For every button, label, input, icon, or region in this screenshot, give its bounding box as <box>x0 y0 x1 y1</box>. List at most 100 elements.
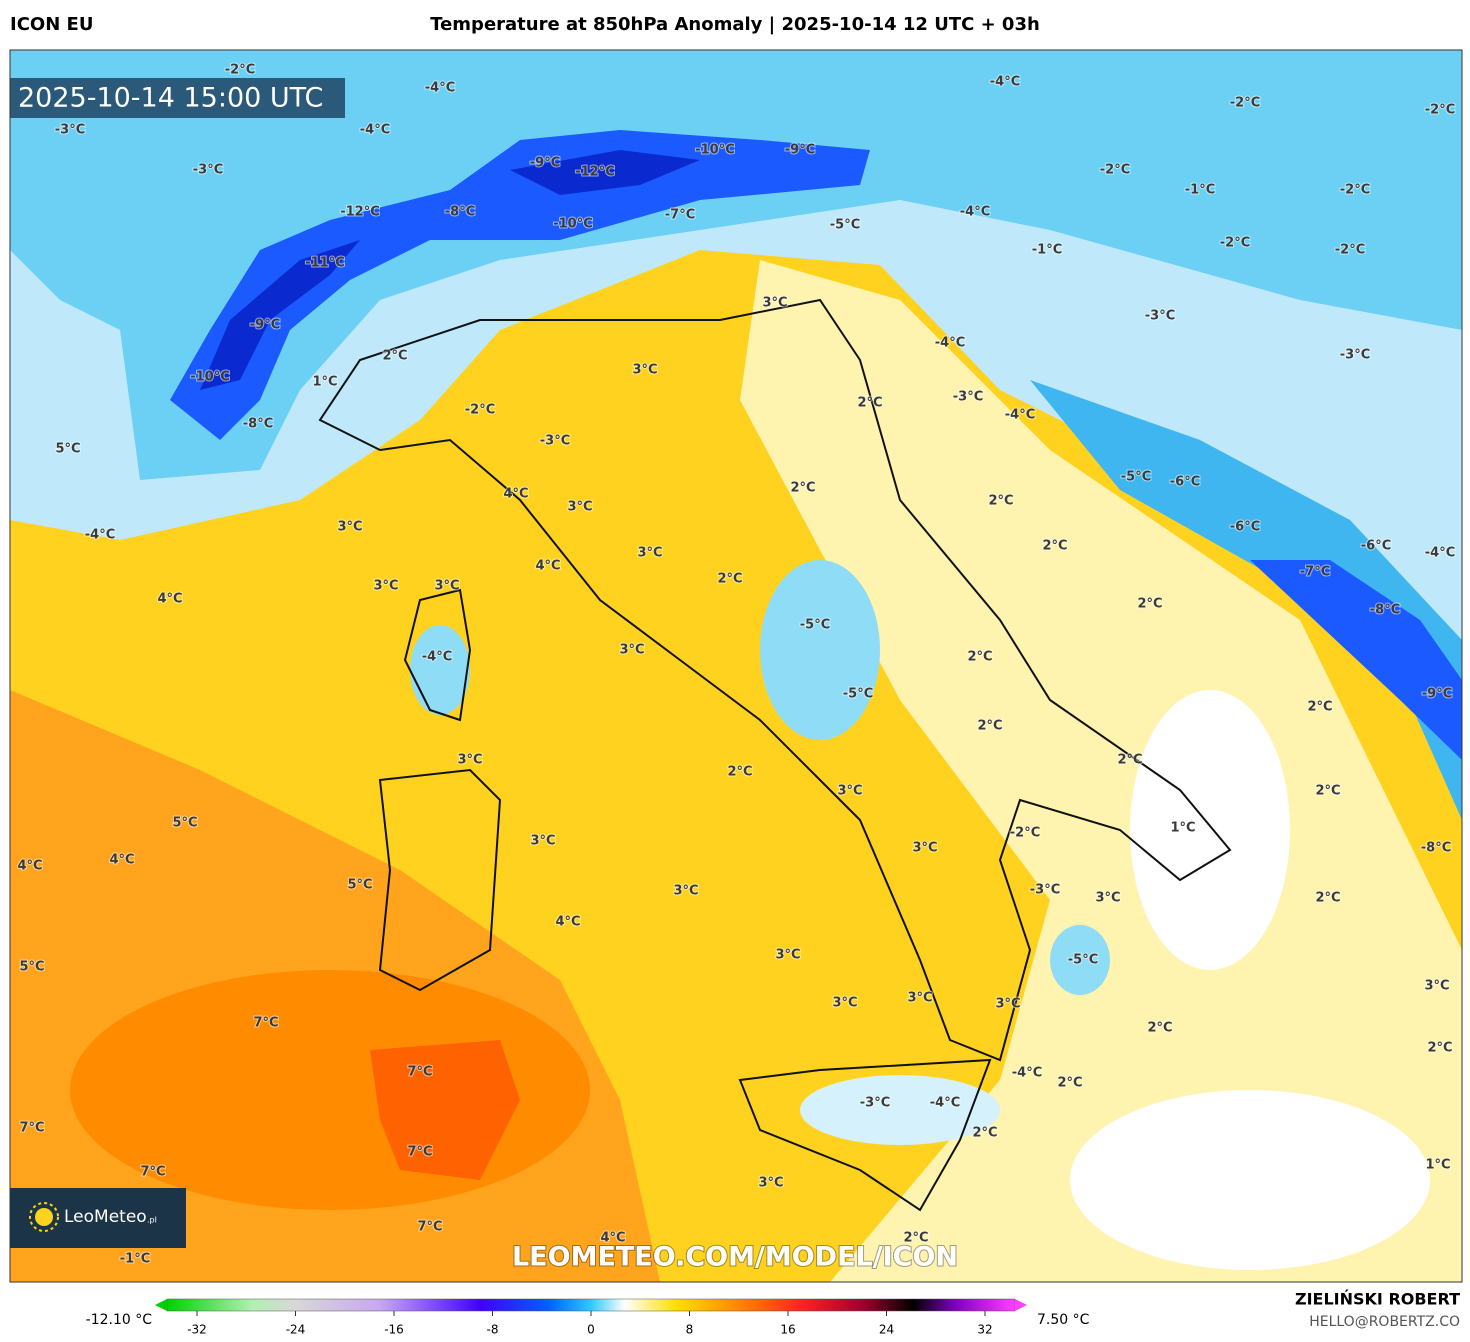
contour-label: 7°C <box>140 1165 165 1180</box>
contour-label: -2°C <box>1335 243 1365 258</box>
contour-label: -2°C <box>225 63 255 78</box>
contour-label: -3°C <box>193 163 223 178</box>
contour-label: -9°C <box>250 318 280 333</box>
contour-label: 3°C <box>1424 979 1449 994</box>
contour-label: -5°C <box>1121 470 1151 485</box>
colorbar-tick-label: -32 <box>187 1323 207 1337</box>
field-neutral <box>1130 690 1290 970</box>
colorbar-tick-label: 24 <box>879 1323 894 1337</box>
contour-label: 4°C <box>555 915 580 930</box>
map-title: Temperature at 850hPa Anomaly | 2025-10-… <box>430 14 1040 35</box>
colorbar-tick-label: 16 <box>780 1323 795 1337</box>
contour-label: -8°C <box>243 417 273 432</box>
field-mild <box>740 260 1462 1282</box>
contour-label: 2°C <box>988 494 1013 509</box>
contour-label: 7°C <box>253 1016 278 1031</box>
contour-label: -8°C <box>1370 603 1400 618</box>
contour-label: -4°C <box>85 528 115 543</box>
contour-label: 2°C <box>977 719 1002 734</box>
field-warmest <box>370 1040 520 1180</box>
contour-label: -4°C <box>990 75 1020 90</box>
coastline <box>318 298 1232 1062</box>
contour-label: 2°C <box>1315 891 1340 906</box>
contour-label: 3°C <box>637 546 662 561</box>
field-cool <box>800 1075 1000 1145</box>
contour-label: 3°C <box>907 991 932 1006</box>
contour-label: 3°C <box>530 834 555 849</box>
contour-label: 3°C <box>832 996 857 1011</box>
coastline <box>738 1058 992 1212</box>
contour-label: -2°C <box>1230 96 1260 111</box>
contour-label: -2°C <box>1220 236 1250 251</box>
contour-label: 2°C <box>972 1126 997 1141</box>
contour-label: -4°C <box>360 123 390 138</box>
contour-label: -12°C <box>575 165 615 180</box>
contour-label: 7°C <box>19 1121 44 1136</box>
contour-label: -4°C <box>422 650 452 665</box>
colorbar-tick-label: 0 <box>587 1323 595 1337</box>
contour-label: -7°C <box>1300 565 1330 580</box>
contour-label: 2°C <box>1427 1041 1452 1056</box>
map: -2°C -4°C -4°C -3°C -4°C -2°C -2°C -9°C -12°C -10… <box>10 50 1462 1282</box>
contour-label: -3°C <box>55 123 85 138</box>
colorbar-max-arrow <box>1015 1299 1027 1311</box>
colorbar-scale <box>166 1298 1016 1312</box>
contour-label: 5°C <box>347 878 372 893</box>
contour-label: -11°C <box>305 256 345 271</box>
contour-label: 3°C <box>775 948 800 963</box>
contour-label: -5°C <box>800 618 830 633</box>
author: ZIELIŃSKI ROBERT <box>1295 1290 1460 1309</box>
contour-label: -1°C <box>120 1252 150 1267</box>
contour-label: -3°C <box>953 390 983 405</box>
contour-label: -10°C <box>190 370 230 385</box>
coastline <box>378 768 502 992</box>
colorbar-tick-label: 32 <box>977 1323 992 1337</box>
contour-label: 2°C <box>382 349 407 364</box>
contour-label: 1°C <box>1170 821 1195 836</box>
contour-label: 7°C <box>417 1220 442 1235</box>
contour-label: 2°C <box>1315 784 1340 799</box>
field-colder <box>1030 380 1462 820</box>
contour-label: -10°C <box>553 217 593 232</box>
contour-label: 3°C <box>762 296 787 311</box>
model-name: ICON EU <box>10 14 93 35</box>
contour-label: 5°C <box>19 960 44 975</box>
contour-label: 2°C <box>1137 597 1162 612</box>
contour-label: 2°C <box>967 650 992 665</box>
contour-label: 2°C <box>790 481 815 496</box>
contour-label: 4°C <box>503 487 528 502</box>
contour-labels: -2°C -4°C -4°C -3°C -4°C -2°C -2°C -9°C -12°C -10… <box>16 62 1456 1268</box>
contour-label: 4°C <box>17 859 42 874</box>
colorbar-tick-label: -8 <box>487 1323 499 1337</box>
contour-label: -2°C <box>1425 103 1455 118</box>
contour-label: -3°C <box>1340 348 1370 363</box>
contour-label: 3°C <box>632 363 657 378</box>
contour-label: 3°C <box>837 784 862 799</box>
contour-label: -4°C <box>1005 408 1035 423</box>
contour-label: -3°C <box>860 1096 890 1111</box>
contour-label: -4°C <box>960 205 990 220</box>
contour-label: 4°C <box>535 559 560 574</box>
contour-label: 3°C <box>758 1176 783 1191</box>
logo-suffix: .pl <box>147 1216 157 1225</box>
logo-rays <box>29 1202 59 1232</box>
colorbar-tick-label: -24 <box>286 1323 306 1337</box>
contour-label: 2°C <box>1147 1021 1172 1036</box>
contour-label: -12°C <box>340 205 380 220</box>
contour-label: 2°C <box>857 396 882 411</box>
contour-label: -6°C <box>1361 539 1391 554</box>
contour-label: -9°C <box>1422 687 1452 702</box>
contour-label: -3°C <box>1145 309 1175 324</box>
contour-label: 2°C <box>1117 753 1142 768</box>
contour-label: -1°C <box>1032 243 1062 258</box>
contour-label: -7°C <box>665 208 695 223</box>
colorbar-min: -12.10 °C <box>86 1312 153 1328</box>
contour-label: -2°C <box>1100 163 1130 178</box>
field-coldest <box>510 150 700 195</box>
field-cool <box>1050 925 1110 995</box>
contour-label: 3°C <box>619 643 644 658</box>
contour-label: 3°C <box>673 884 698 899</box>
timestamp: 2025-10-14 15:00 UTC <box>18 83 323 114</box>
contour-label: -9°C <box>785 143 815 158</box>
